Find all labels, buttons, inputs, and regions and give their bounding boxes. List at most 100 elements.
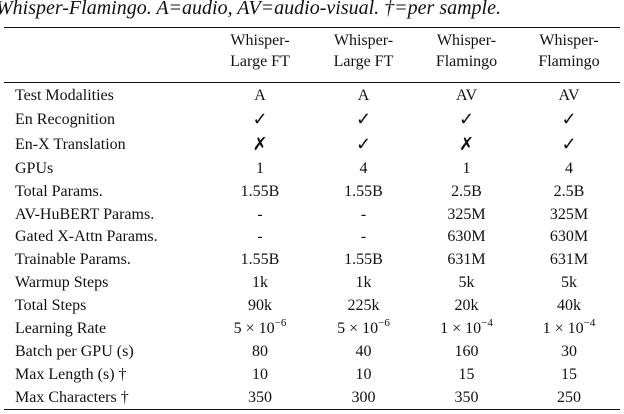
- row-label: Batch per GPU (s): [15, 342, 134, 360]
- column-header-line2: Flamingo: [538, 53, 600, 70]
- table-cell: 4: [312, 158, 415, 181]
- table-cell: 225k: [312, 295, 415, 318]
- table-cell: 350: [415, 387, 518, 410]
- row-label: Total Params.: [15, 182, 103, 200]
- cell-value: 1k: [355, 274, 372, 292]
- table-cell: 1.55B: [208, 181, 312, 204]
- table-cell: ✓: [518, 108, 620, 133]
- table-cell: 631M: [415, 249, 518, 272]
- table-caption: Whisper-Flamingo. A=audio, AV=audio-visu…: [0, 0, 501, 19]
- row-label: AV-HuBERT Params.: [15, 205, 155, 223]
- table-cell: 1: [415, 158, 518, 181]
- cell-value: 15: [458, 365, 475, 383]
- table-row: Warmup Steps 1k 1k 5k 5k: [4, 272, 620, 295]
- cell-value: 631M: [549, 251, 589, 269]
- table-cell: 15: [518, 364, 620, 387]
- table-cell: 5 × 10−6: [208, 317, 312, 341]
- table-cell: 90k: [208, 295, 312, 318]
- table-cell: ✓: [415, 108, 518, 133]
- cell-value: 80: [252, 342, 268, 360]
- table-cell: 10: [312, 364, 415, 387]
- cell-value: 1.55B: [240, 182, 280, 200]
- cell-exponent: −4: [481, 316, 493, 329]
- column-header-line2: Large FT: [230, 53, 290, 70]
- row-label: GPUs: [15, 159, 54, 177]
- cell-value: -: [257, 205, 263, 223]
- row-label: Gated X-Attn Params.: [15, 228, 158, 246]
- row-label: Total Steps: [15, 297, 87, 315]
- column-header-line1: Whisper-: [230, 32, 290, 49]
- header-row: Whisper- Large FT Whisper- Large FT Whispe…: [4, 30, 620, 82]
- table-row: Total Steps 90k 225k 20k 40k: [4, 295, 620, 318]
- cell-value: 5k: [561, 274, 577, 292]
- column-header-line2: Large FT: [333, 53, 394, 70]
- table-cell: ✗: [415, 133, 518, 158]
- table-cell: 30: [518, 341, 620, 364]
- cell-value: ✓: [252, 108, 268, 129]
- cell-value: 15: [561, 365, 577, 383]
- cell-value: AV: [455, 87, 478, 104]
- header-empty: [4, 30, 208, 82]
- table-cell: 5 × 10−6: [312, 317, 415, 341]
- table-cell: 1 × 10−4: [415, 316, 518, 341]
- cell-value: -: [360, 205, 367, 223]
- column-header: Whisper- Large FT: [312, 30, 415, 82]
- table-cell: 1k: [312, 272, 415, 295]
- cell-value: 90k: [248, 297, 272, 315]
- column-header-line1: Whisper-: [539, 32, 599, 49]
- row-label: Max Characters †: [15, 388, 129, 406]
- cell-value: ✓: [561, 108, 577, 129]
- row-label: Trainable Params.: [15, 251, 131, 269]
- cell-value: ✗: [252, 133, 268, 154]
- table-row: Max Length (s) † 10 10 15 15: [4, 364, 620, 387]
- cell-value: 630M: [549, 228, 589, 246]
- cell-value: 4: [359, 159, 368, 177]
- table-cell: 4: [518, 158, 620, 181]
- table-cell: A: [208, 82, 312, 108]
- column-header: Whisper- Large FT: [208, 30, 312, 82]
- table-cell: 350: [208, 387, 312, 410]
- row-label: Warmup Steps: [15, 274, 109, 292]
- table-row: Total Params. 1.55B 1.55B 2.5B 2.5B: [4, 181, 620, 204]
- table-cell: 2.5B: [518, 181, 620, 204]
- cell-value: 20k: [454, 297, 479, 315]
- cell-value: 250: [557, 388, 581, 406]
- cell-value: 350: [454, 388, 479, 406]
- cell-value: 1.55B: [344, 251, 383, 269]
- cell-value: 40k: [557, 297, 581, 315]
- table-cell: 325M: [518, 204, 620, 227]
- table-row: En-X Translation ✗ ✓ ✗ ✓: [4, 133, 620, 158]
- table-cell: 300: [312, 387, 415, 410]
- table-cell: AV: [415, 82, 518, 108]
- cell-value: ✗: [458, 133, 475, 154]
- cell-value: 1.55B: [240, 251, 280, 269]
- cell-value: 631M: [447, 251, 486, 269]
- cell-value: 40: [355, 342, 372, 360]
- cell-value: 5 × 10: [233, 320, 275, 338]
- column-header-line2: Flamingo: [435, 53, 498, 70]
- cell-value: 325M: [447, 205, 486, 223]
- table-row: Test Modalities A A AV AV: [4, 82, 620, 108]
- top-rule: [4, 27, 620, 29]
- cell-value: -: [360, 228, 367, 246]
- table-cell: ✓: [518, 133, 620, 158]
- cell-value: 160: [454, 342, 479, 360]
- cell-value: 1 × 10: [440, 320, 482, 338]
- table-row: Batch per GPU (s) 80 40 160 30: [4, 341, 620, 364]
- table-cell: 325M: [415, 204, 518, 227]
- table-cell: 1.55B: [312, 249, 415, 272]
- cell-value: 1k: [252, 274, 268, 292]
- table-cell: 630M: [415, 226, 518, 249]
- table-cell: -: [312, 226, 415, 249]
- table-row: Trainable Params. 1.55B 1.55B 631M 631M: [4, 249, 620, 272]
- cell-value: A: [254, 87, 266, 104]
- table-cell: 630M: [518, 226, 620, 249]
- comparison-table: Whisper- Large FT Whisper- Large FT Whispe…: [4, 30, 620, 410]
- table-cell: ✓: [312, 108, 415, 133]
- table-cell: 1.55B: [312, 181, 415, 204]
- table-cell: 1 × 10−4: [518, 317, 620, 341]
- table-cell: 1: [208, 158, 312, 181]
- table-cell: 20k: [415, 295, 518, 318]
- column-header: Whisper- Flamingo: [518, 30, 620, 82]
- table-cell: ✓: [312, 133, 415, 158]
